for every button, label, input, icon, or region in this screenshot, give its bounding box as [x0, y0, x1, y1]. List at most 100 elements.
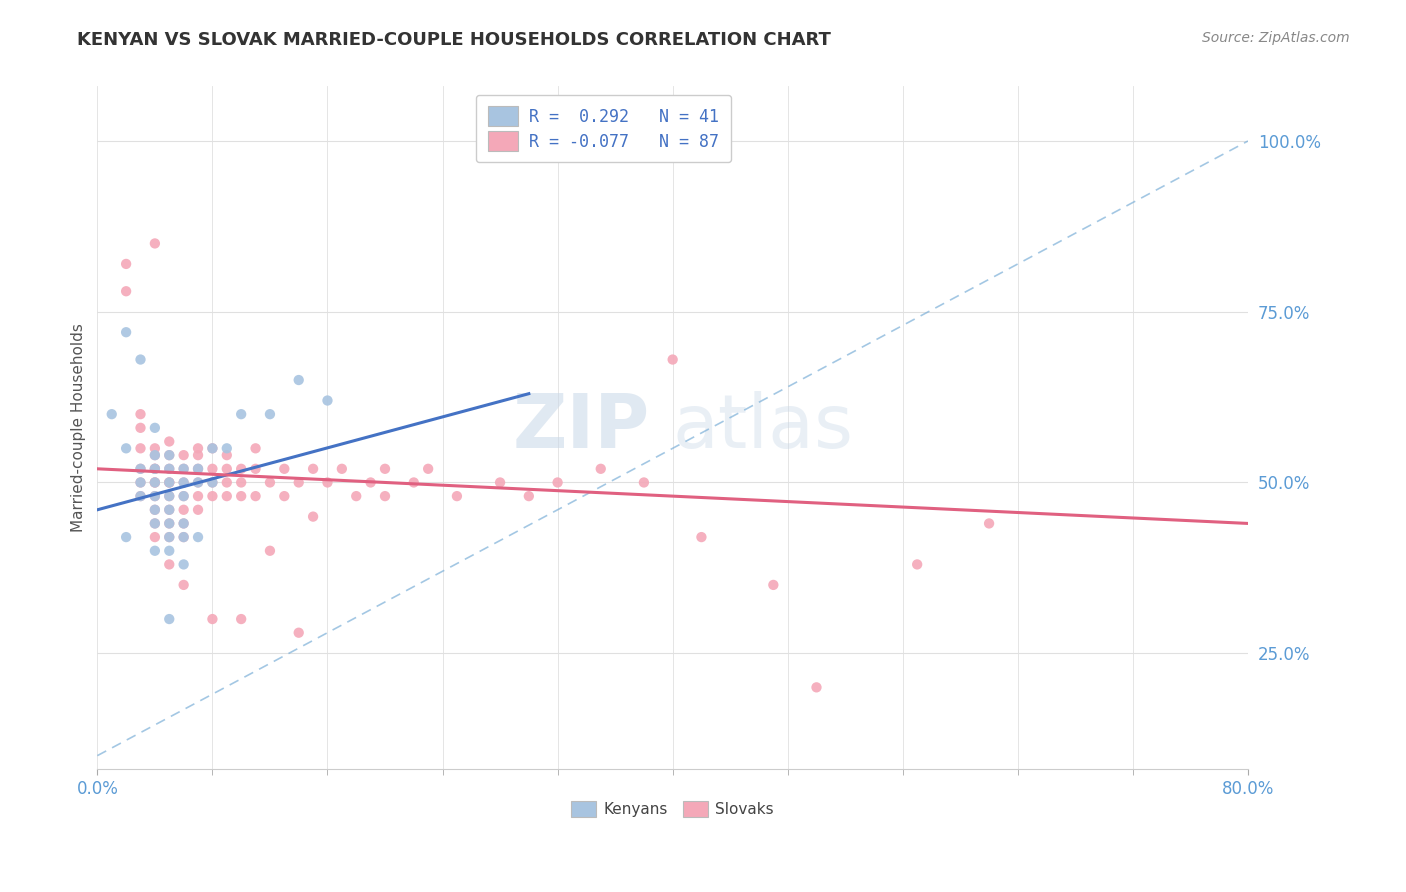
Point [231, 407, 253, 421]
Point [129, 352, 152, 367]
Point [418, 462, 440, 476]
Point [259, 543, 281, 558]
Point [143, 475, 166, 490]
Point [173, 516, 195, 531]
Point [446, 489, 468, 503]
Point [157, 503, 180, 517]
Point [143, 462, 166, 476]
Point [201, 442, 224, 456]
Point [157, 475, 180, 490]
Point [187, 462, 209, 476]
Point [173, 516, 195, 531]
Point [302, 509, 325, 524]
Point [100, 407, 122, 421]
Point [129, 407, 152, 421]
Point [231, 462, 253, 476]
Point [589, 462, 612, 476]
Point [173, 489, 195, 503]
Point [143, 442, 166, 456]
Point [157, 516, 180, 531]
Point [231, 489, 253, 503]
Point [201, 475, 224, 490]
Point [157, 434, 180, 449]
Point [157, 530, 180, 544]
Point [143, 462, 166, 476]
Point [245, 489, 267, 503]
Point [157, 612, 180, 626]
Point [129, 475, 152, 490]
Point [187, 442, 209, 456]
Point [187, 462, 209, 476]
Point [215, 489, 238, 503]
Point [259, 475, 281, 490]
Point [129, 475, 152, 490]
Point [316, 475, 339, 490]
Point [143, 530, 166, 544]
Point [201, 442, 224, 456]
Point [633, 475, 655, 490]
Point [187, 475, 209, 490]
Point [157, 448, 180, 462]
Point [143, 236, 166, 251]
Point [173, 475, 195, 490]
Point [302, 462, 325, 476]
Point [374, 489, 396, 503]
Point [215, 462, 238, 476]
Point [143, 448, 166, 462]
Point [173, 489, 195, 503]
Point [187, 448, 209, 462]
Point [157, 558, 180, 572]
Legend: Kenyans, Slovaks: Kenyans, Slovaks [565, 795, 780, 823]
Point [143, 516, 166, 531]
Point [143, 503, 166, 517]
Point [201, 462, 224, 476]
Point [287, 625, 309, 640]
Point [173, 448, 195, 462]
Point [115, 442, 138, 456]
Point [762, 578, 785, 592]
Point [143, 462, 166, 476]
Point [157, 475, 180, 490]
Text: KENYAN VS SLOVAK MARRIED-COUPLE HOUSEHOLDS CORRELATION CHART: KENYAN VS SLOVAK MARRIED-COUPLE HOUSEHOL… [77, 31, 831, 49]
Point [143, 543, 166, 558]
Point [201, 612, 224, 626]
Point [806, 681, 828, 695]
Point [547, 475, 569, 490]
Point [173, 558, 195, 572]
Point [273, 489, 295, 503]
Point [245, 462, 267, 476]
Point [330, 462, 353, 476]
Point [173, 462, 195, 476]
Point [517, 489, 540, 503]
Point [173, 530, 195, 544]
Point [173, 462, 195, 476]
Point [287, 373, 309, 387]
Point [143, 516, 166, 531]
Point [129, 489, 152, 503]
Point [173, 530, 195, 544]
Point [661, 352, 683, 367]
Point [173, 475, 195, 490]
Point [245, 442, 267, 456]
Point [173, 578, 195, 592]
Point [402, 475, 425, 490]
Point [201, 489, 224, 503]
Point [259, 407, 281, 421]
Point [115, 325, 138, 339]
Point [977, 516, 1000, 531]
Point [905, 558, 928, 572]
Point [129, 462, 152, 476]
Text: atlas: atlas [672, 392, 853, 465]
Point [187, 489, 209, 503]
Point [157, 516, 180, 531]
Point [157, 462, 180, 476]
Point [201, 475, 224, 490]
Point [273, 462, 295, 476]
Y-axis label: Married-couple Households: Married-couple Households [72, 324, 86, 533]
Point [115, 530, 138, 544]
Point [143, 421, 166, 435]
Point [129, 489, 152, 503]
Point [143, 475, 166, 490]
Point [129, 462, 152, 476]
Point [215, 442, 238, 456]
